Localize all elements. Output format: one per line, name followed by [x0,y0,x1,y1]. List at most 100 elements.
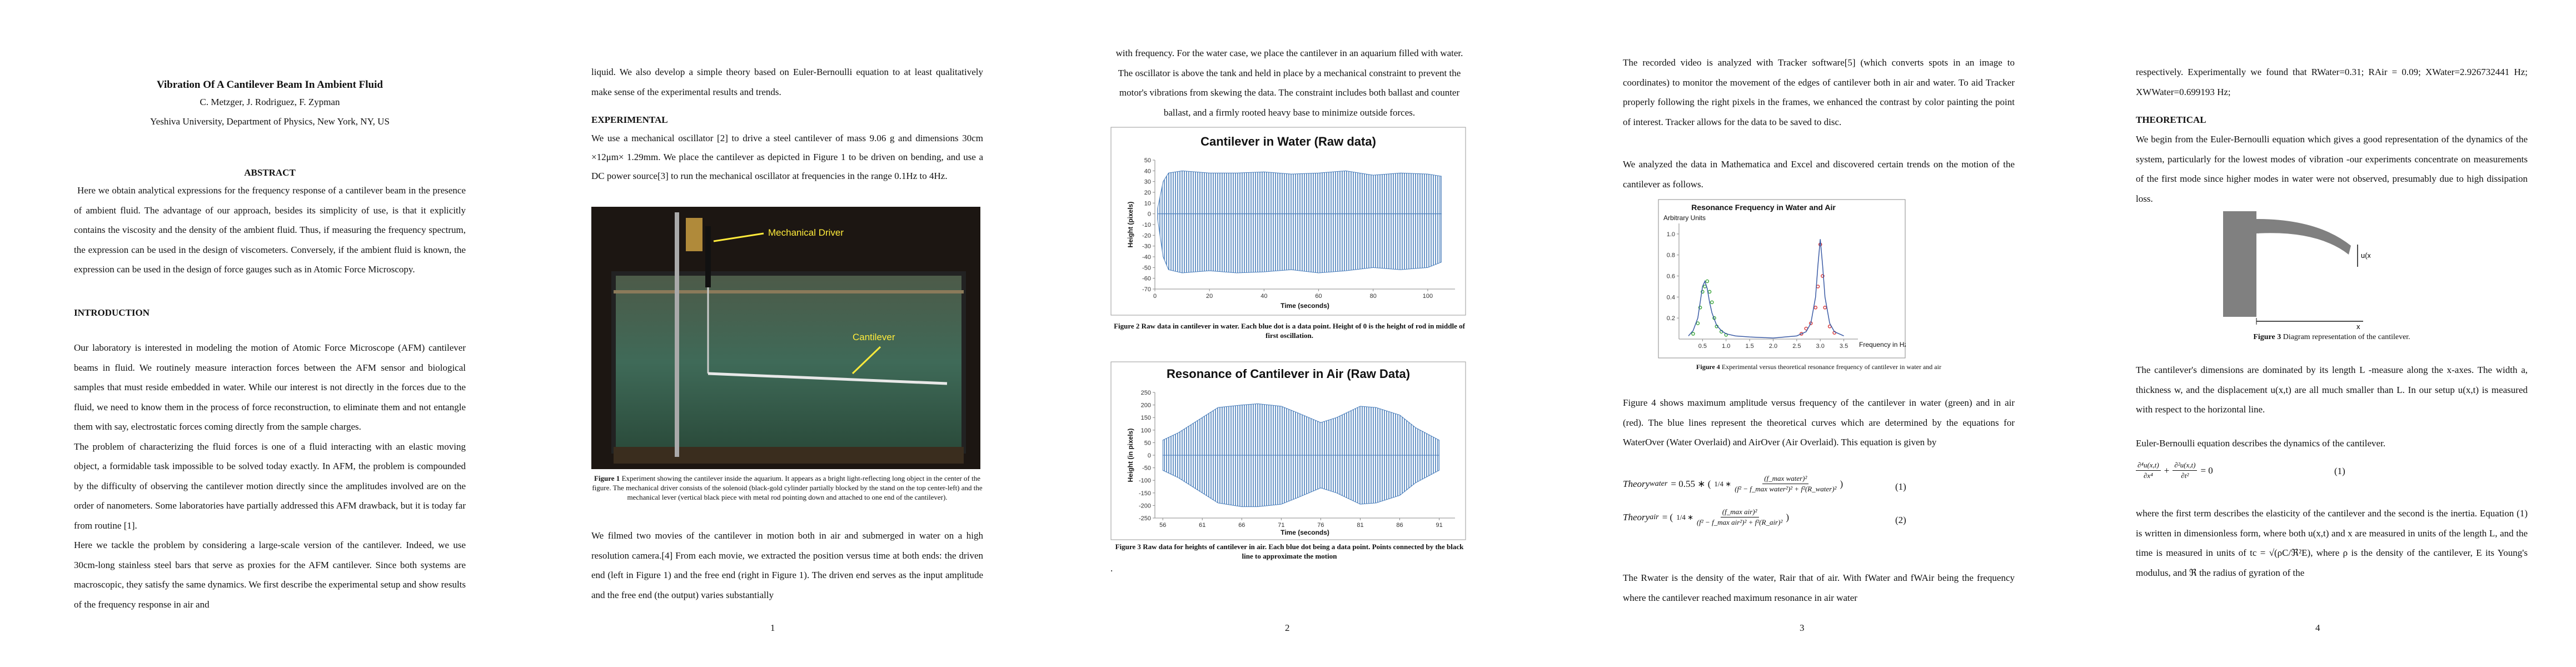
y-tick-label: 0 [1148,211,1151,218]
eq-den: (f² − f_max air²)² + f²(R_air)² [1696,518,1783,526]
x-tick-label: 91 [1436,522,1442,529]
paragraph: Figure 4 shows maximum amplitude versus … [1623,397,2015,447]
x-tick-label: 61 [1199,522,1205,529]
x-tick-label: 20 [1206,293,1213,300]
y-tick-label: 30 [1144,179,1151,186]
x-tick-label: 40 [1260,293,1267,300]
data-point [1821,274,1825,278]
equation: ∂⁴u(x,t) ∂x⁴ + ∂²u(x,t) ∂t² = 0 [2136,460,2213,481]
data-point [1701,290,1705,294]
heading: INTRODUCTION [74,307,150,318]
caption-text: Experimental versus theoretical resonanc… [1721,363,1941,371]
eq-num: ∂⁴u(x,t) [2136,460,2161,471]
x-tick-label: 1.0 [1722,343,1730,350]
eq-den: ∂t² [2181,471,2189,480]
paragraph: with frequency. For the water case, we p… [1115,48,1463,118]
data-point [1710,300,1714,305]
diagram-label: x [2356,322,2360,331]
y-tick-label: -20 [1142,232,1151,239]
heading: THEORETICAL [2136,115,2206,125]
eq-sub: air [1650,512,1659,521]
eq-rhs: = 0 [2200,465,2213,476]
y-tick-label: -60 [1142,276,1151,282]
caption: Figure 3 Diagram representation of the c… [2136,332,2528,342]
caption-label: Figure 2 [1114,322,1140,330]
page-number: 3 [1800,623,1805,633]
theory-curve [1688,280,1773,339]
x-tick-label: 100 [1423,293,1433,300]
page-number: 1 [770,623,775,633]
waveform [1157,213,1442,273]
x-axis-label: Frequency in Hz [1859,341,1906,349]
photo-label: Cantilever [853,332,895,342]
x-tick-label: 2.0 [1769,343,1777,350]
y-tick-label: 50 [1144,157,1151,164]
eq-num: ∂²u(x,t) [2173,460,2198,471]
abstract: Here we obtain analytical expressions fo… [74,185,466,275]
x-tick-label: 3.5 [1840,343,1848,350]
aquarium [611,271,966,454]
chart: Resonance Frequency in Water and Air 1.0 0… [1658,199,1906,359]
authors: C. Metzger, J. Rodriguez, F. Zypman [200,97,340,107]
y-tick-label: -150 [1139,490,1151,497]
heading: EXPERIMENTAL [591,115,668,125]
y-tick-label: -50 [1142,465,1151,472]
y-tick-label: 50 [1144,440,1151,446]
paragraph: The Rwater is the density of the water, … [1623,573,2015,603]
caption-label: Figure 1 [594,474,620,482]
equation-number: (1) [2334,466,2345,476]
x-tick-label: 76 [1317,522,1324,529]
paragraph: respectively. Experimentally we found th… [2136,67,2528,97]
theory-curve [1773,239,1844,339]
affiliation: Yeshiva University, Department of Physic… [150,116,390,127]
x-tick-label: 0 [1153,293,1157,300]
data-point [1696,321,1700,325]
chart: Resonance of Cantilever in Air (Raw Data… [1110,361,1466,540]
chart: Cantilever in Water (Raw data) 50 40 30 20 10… [1110,127,1466,316]
photo: Mechanical Driver Cantilever [591,207,980,469]
caption-label: Figure 4 [1696,363,1720,371]
section: Our laboratory is interested in modeling… [74,338,466,614]
data-point [1705,279,1710,283]
y-tick-label: -50 [1142,265,1151,271]
eq-num: (f_max water)² [1762,474,1809,484]
text: . [1110,563,1113,574]
waveform [1162,455,1440,507]
eq-fraction: (f_max water)² (f² − f_max water²)² + f²(… [1735,474,1836,494]
x-tick-label: 1.5 [1745,343,1753,350]
y-tick-label: -200 [1139,502,1151,509]
data-point [1813,306,1817,310]
y-tick-label: -40 [1142,254,1151,261]
y-tick-label: -30 [1142,243,1151,250]
equation-number: (2) [1895,515,1906,525]
caption: Figure 3 Raw data for heights of cantile… [1109,542,1470,561]
stand [675,212,679,457]
cantilever [707,372,948,385]
waveform [1157,170,1442,215]
caption-text: Raw data for heights of cantilever in ai… [1143,542,1464,560]
chart-title: Resonance Frequency in Water and Air [1691,203,1836,212]
eq-lhs: Theory [1623,478,1650,489]
data-point [1698,306,1702,310]
paragraph: We filmed two movies of the cantilever i… [591,530,983,600]
beam [2256,219,2351,255]
caption-label: Figure 3 [2253,333,2281,341]
eq-num: (f_max air)² [1720,507,1759,517]
page-number: 4 [2315,623,2320,633]
title: Vibration Of A Cantilever Beam In Ambien… [157,79,383,91]
page-number: 2 [1285,623,1290,633]
chart-frame [1658,199,1906,359]
y-tick-label: 0.4 [1667,294,1675,301]
y-tick-label: -250 [1139,515,1151,522]
photo-label: Mechanical Driver [768,227,844,238]
paragraph: liquid. We also develop a simple theory … [591,67,983,97]
paragraph: We analyzed the data in Mathematica and … [1623,159,2015,190]
paragraph: where the first term describes the elast… [2136,508,2528,578]
y-tick-label: 0 [1148,452,1151,459]
caption: Figure 2 Raw data in cantilever in water… [1109,321,1470,340]
caption-text: Raw data in cantilever in water. Each bl… [1141,322,1465,340]
paragraph: We begin from the Euler-Bernoulli equati… [2136,134,2528,204]
y-tick-label: 200 [1141,402,1151,409]
x-tick-label: 2.5 [1792,343,1801,350]
paragraph: The cantilever's dimensions are dominate… [2136,365,2528,415]
